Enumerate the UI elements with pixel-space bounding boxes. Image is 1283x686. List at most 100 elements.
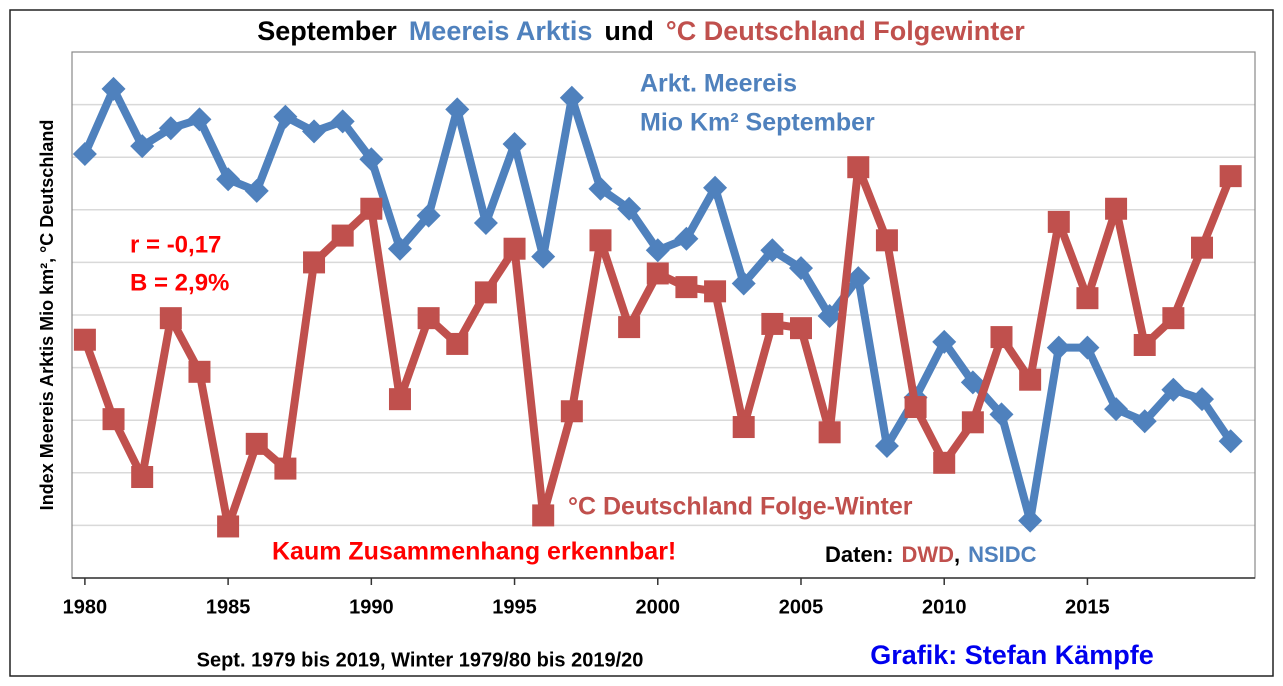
source-part: DWD (901, 542, 954, 567)
marker (674, 226, 699, 251)
marker (1046, 335, 1071, 360)
marker (274, 457, 297, 480)
marker (474, 281, 497, 304)
marker (618, 316, 641, 339)
marker (990, 326, 1013, 349)
marker (532, 504, 555, 527)
x-tick-label: 2015 (1065, 596, 1110, 618)
source-part: Daten: (825, 542, 893, 567)
marker (904, 396, 927, 419)
x-tick-label: 1995 (492, 596, 537, 618)
source-part: , (954, 542, 960, 567)
marker (303, 251, 326, 274)
marker (1133, 333, 1156, 356)
marker (1218, 429, 1243, 454)
marker (1190, 387, 1215, 412)
annotation: Mio Km² September (640, 109, 875, 137)
marker (617, 196, 642, 221)
marker (645, 238, 670, 263)
series-label: Arkt. Meereis (640, 70, 797, 98)
marker (159, 307, 182, 330)
marker (531, 244, 556, 269)
marker (846, 266, 871, 291)
x-tick-label: 2010 (922, 596, 967, 618)
marker (216, 167, 241, 192)
marker (158, 116, 183, 141)
x-axis-label: Sept. 1979 bis 2019, Winter 1979/80 bis … (197, 649, 644, 671)
marker (217, 515, 240, 538)
marker (875, 229, 898, 252)
marker (72, 142, 97, 167)
marker (102, 408, 125, 431)
chart-title: September Meereis Arktis und °C Deutschland… (257, 16, 1025, 46)
marker (1047, 210, 1070, 233)
x-tick-label: 1980 (63, 596, 108, 618)
marker (818, 421, 841, 444)
marker (646, 262, 669, 285)
marker (131, 466, 154, 489)
marker (761, 312, 784, 335)
marker (960, 370, 985, 395)
marker (273, 104, 298, 129)
marker (704, 280, 727, 303)
marker (502, 132, 527, 157)
title-part: und (604, 16, 653, 46)
marker (933, 451, 956, 474)
marker (588, 176, 613, 201)
marker (387, 236, 412, 261)
marker (1075, 335, 1100, 360)
marker (847, 156, 870, 179)
marker (188, 360, 211, 383)
marker (1162, 307, 1185, 330)
source-part: NSIDC (968, 542, 1037, 567)
marker (330, 109, 355, 134)
marker (360, 197, 383, 220)
marker (817, 304, 842, 329)
marker (101, 76, 126, 101)
x-tick-label: 2000 (636, 596, 681, 618)
annotation: B = 2,9% (130, 269, 229, 296)
marker (417, 307, 440, 330)
annotation: Kaum Zusammenhang erkennbar! (272, 538, 676, 566)
marker (503, 237, 526, 260)
marker (1019, 368, 1042, 391)
x-tick-label: 1985 (206, 596, 251, 618)
title-part: °C Deutschland Folgewinter (666, 16, 1025, 46)
title-part: September (257, 16, 397, 46)
marker (359, 147, 384, 172)
marker (760, 238, 785, 263)
marker (703, 175, 728, 200)
marker (1219, 165, 1242, 188)
marker (1105, 197, 1128, 220)
marker (244, 178, 269, 203)
title-part: Meereis Arktis (409, 16, 593, 46)
marker (416, 203, 441, 228)
marker (731, 271, 756, 296)
marker (446, 332, 469, 355)
y-axis-label: Index Meereis Arktis Mio km², °C Deutsch… (37, 120, 57, 511)
marker (1076, 287, 1099, 310)
marker (331, 224, 354, 247)
marker (1132, 409, 1157, 434)
marker (73, 328, 96, 351)
credit: Grafik: Stefan Kämpfe (870, 640, 1154, 670)
marker (789, 317, 812, 340)
marker (302, 119, 327, 144)
marker (932, 329, 957, 354)
marker (445, 97, 470, 122)
x-tick-label: 1990 (349, 596, 394, 618)
marker (675, 276, 698, 299)
marker (589, 229, 612, 252)
marker (559, 85, 584, 110)
marker (1191, 236, 1214, 259)
marker (473, 210, 498, 235)
marker (1104, 397, 1129, 422)
marker (1018, 508, 1043, 533)
series-label: °C Deutschland Folge-Winter (568, 493, 913, 521)
x-tick-label: 2005 (779, 596, 824, 618)
marker (130, 134, 155, 159)
marker (732, 416, 755, 439)
annotation: r = -0,17 (130, 231, 221, 258)
marker (245, 432, 268, 455)
